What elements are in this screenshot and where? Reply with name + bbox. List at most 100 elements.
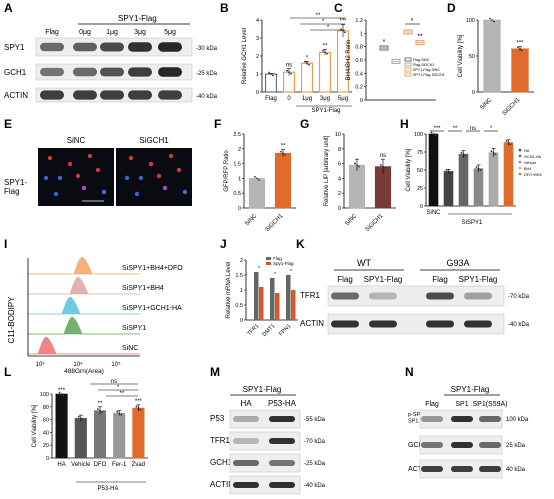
bar	[113, 412, 126, 459]
x-group-label: SPY1-Flag	[311, 108, 340, 114]
lane-label: Flag	[337, 275, 353, 284]
panel-letter: L	[4, 365, 11, 379]
x-tick-label: DFO	[94, 462, 107, 468]
legend-entry: Spy1-Flag	[273, 261, 294, 266]
blot-n-gch1	[419, 435, 503, 455]
track-label: SiSPY1	[122, 325, 146, 332]
significance: *	[411, 18, 414, 25]
data-point	[135, 405, 138, 408]
data-point	[489, 17, 491, 20]
significance: *	[490, 126, 493, 132]
lane-label: Flag	[45, 29, 59, 36]
legend-swatch	[518, 160, 522, 164]
y-tick-label: 1.2	[355, 18, 363, 24]
data-point	[326, 53, 328, 55]
data-point	[254, 176, 256, 178]
blot-size: -30 kDa	[196, 46, 218, 52]
x-tick-label: FPN1	[278, 323, 292, 337]
cell	[75, 173, 81, 179]
bar	[248, 178, 266, 209]
cell	[148, 161, 154, 167]
bar	[286, 275, 291, 320]
y-tick-label: 0	[238, 206, 241, 212]
blot-size: 100 kDa	[506, 417, 529, 423]
data-point	[384, 167, 386, 169]
y-axis-label: Relative GCH1 Level	[242, 28, 248, 84]
legend-entry: SPY1-Flag-SiNC	[413, 68, 440, 72]
significance: ns	[470, 126, 476, 132]
significance: ns	[286, 63, 292, 69]
data-point	[139, 408, 142, 411]
y-tick-label: 100	[466, 18, 475, 24]
y-tick-label: 1	[240, 288, 243, 294]
data-point	[477, 167, 480, 170]
blot-row-label: ACTIN	[210, 480, 234, 489]
legend-entry: Flag-SiNC	[413, 58, 430, 62]
significance: **	[323, 44, 328, 50]
significance: ***	[339, 19, 347, 25]
y-tick-label: 4	[338, 176, 341, 182]
y-tick-label: 100	[40, 392, 49, 398]
group-label: G93A	[446, 258, 469, 268]
y-tick-label: 0	[240, 318, 243, 324]
data-point	[505, 140, 508, 143]
lane-label: P53-HA	[268, 399, 297, 408]
significance: ns	[380, 153, 386, 159]
data-point	[268, 71, 270, 74]
y-tick-label: 4	[256, 18, 259, 24]
cell	[95, 167, 101, 173]
cell	[156, 173, 162, 179]
y-tick-label: 2	[238, 147, 241, 153]
blot-size: -40 kDa	[304, 483, 326, 489]
data-point	[79, 417, 82, 420]
bar	[511, 48, 529, 93]
data-point	[462, 153, 465, 156]
significance: ***	[516, 41, 524, 47]
blot-size: -55 kDa	[304, 417, 326, 423]
x-tick-label: 1μg	[302, 96, 312, 102]
blot-row-label: GCH1	[4, 68, 27, 77]
image-row-label: Flag	[4, 187, 20, 196]
y-tick-label: 0	[420, 204, 423, 210]
data-point	[286, 69, 288, 72]
blot-size: -70 kDa	[508, 294, 530, 300]
cell	[128, 155, 134, 161]
blot-k-actin	[327, 313, 505, 335]
significance: *	[274, 272, 276, 278]
y-tick-label: 50	[469, 54, 475, 60]
data-point	[479, 169, 482, 171]
data-point	[382, 165, 384, 168]
y-tick-label: 2	[256, 54, 259, 60]
y-tick-label: 2.5	[233, 132, 241, 138]
track-label: SiSPY1+GCH1-HA	[122, 305, 182, 312]
cell	[134, 191, 140, 197]
blot-n-actin	[419, 459, 503, 479]
significance: ***	[135, 399, 143, 405]
data-point	[306, 62, 308, 65]
data-point	[356, 164, 358, 166]
y-tick-label: 25	[417, 186, 423, 192]
x-group-label: P53-HA	[97, 486, 118, 492]
histogram-trace	[28, 316, 140, 335]
data-point	[270, 73, 272, 75]
panel-letter: M	[210, 365, 220, 379]
significance: *	[258, 266, 260, 272]
cell	[101, 189, 107, 195]
histogram-trace	[28, 336, 140, 355]
data-point	[282, 152, 284, 155]
panel-letter: A	[4, 1, 13, 15]
blot-row-label: TFR1	[210, 436, 231, 445]
blot-size: -25 kDa	[196, 71, 218, 77]
y-tick-label: 0.4	[355, 71, 363, 77]
data-point	[380, 164, 382, 166]
bar	[348, 164, 366, 209]
box	[379, 45, 389, 51]
y-tick-label: 0	[360, 98, 363, 104]
chart-C-axes	[364, 19, 436, 101]
bar	[93, 410, 107, 459]
data-point	[81, 418, 84, 421]
legend-entry: DFO+BH4	[524, 173, 542, 177]
cell	[162, 185, 168, 191]
data-point	[430, 131, 433, 134]
y-tick-label: 1.5	[235, 273, 243, 279]
